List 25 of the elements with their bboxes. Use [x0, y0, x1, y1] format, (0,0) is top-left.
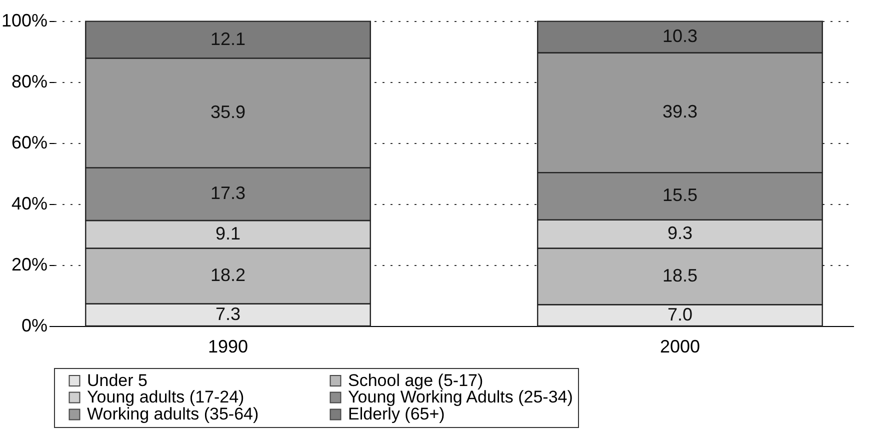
- data-label: 18.2: [210, 264, 246, 285]
- data-label: 7.3: [215, 304, 241, 324]
- legend-label: Elderly (65+): [348, 404, 445, 424]
- data-label: 12.1: [210, 28, 246, 49]
- legend-label: School age (5-17): [348, 370, 484, 390]
- data-label: 9.3: [667, 223, 693, 244]
- y-tick-label: 20%: [11, 254, 48, 274]
- data-label: 17.3: [210, 183, 246, 204]
- y-tick-label: 0%: [21, 316, 48, 336]
- data-label: 18.5: [662, 265, 698, 286]
- legend-label: Working adults (35-64): [87, 404, 259, 424]
- data-label: 35.9: [210, 102, 246, 122]
- y-tick-label: 60%: [11, 132, 48, 152]
- data-label: 39.3: [662, 102, 698, 122]
- legend-label: Under 5: [87, 370, 148, 390]
- data-label: 7.0: [667, 304, 693, 324]
- y-tick-label: 80%: [11, 72, 48, 92]
- data-label: 9.1: [215, 223, 241, 244]
- legend-label: Young adults (17-24): [87, 388, 244, 406]
- data-label: 10.3: [662, 26, 698, 46]
- y-tick-label: 40%: [11, 194, 48, 214]
- y-tick-label: 100%: [1, 10, 48, 30]
- x-tick-label: 2000: [660, 336, 700, 356]
- data-label: 15.5: [662, 185, 698, 206]
- x-tick-label: 1990: [208, 336, 248, 356]
